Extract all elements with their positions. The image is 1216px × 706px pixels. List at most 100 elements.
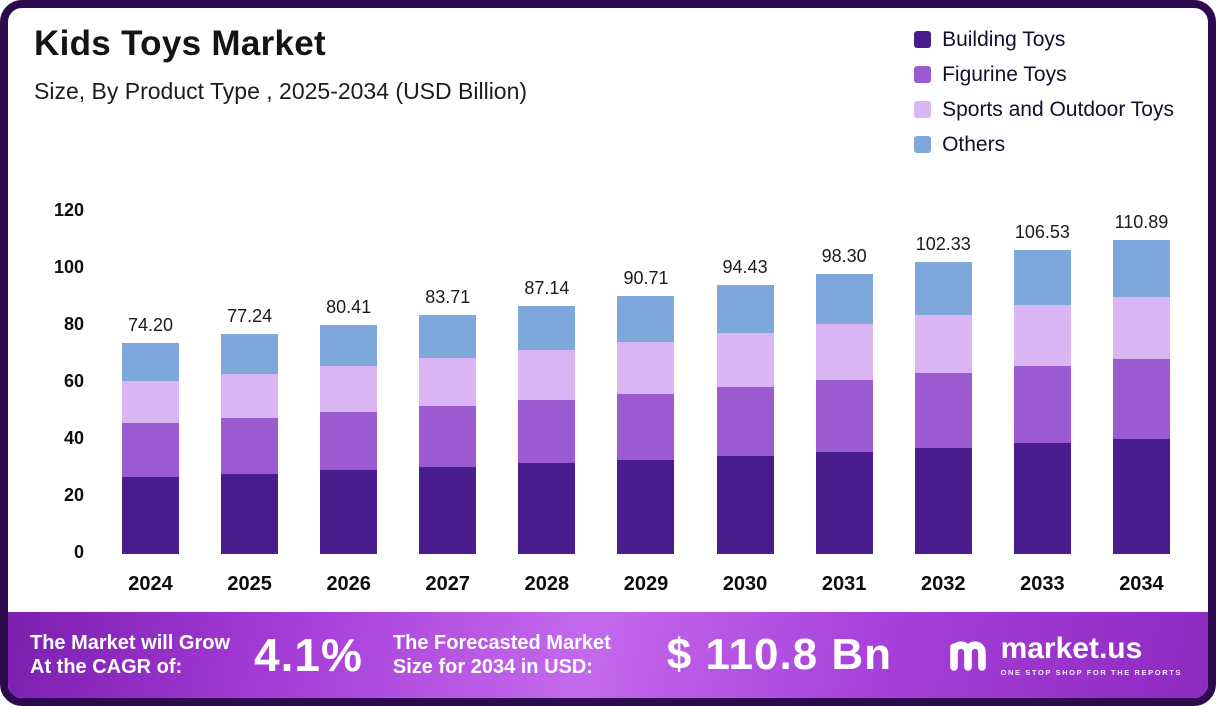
bar-segment-figurine-toys	[518, 400, 576, 464]
bar-segment-figurine-toys	[221, 417, 279, 474]
legend-label: Sports and Outdoor Toys	[942, 98, 1174, 121]
y-axis-tick-label: 60	[63, 371, 84, 391]
bar-total-label: 102.33	[915, 234, 971, 255]
x-axis-label: 2027	[425, 573, 471, 595]
legend-swatch-icon	[914, 66, 932, 83]
bar-segment-figurine-toys	[716, 387, 774, 456]
y-axis-tick-label: 40	[63, 428, 84, 448]
bar-total-label: 87.14	[524, 277, 570, 298]
bar-segment-others	[122, 342, 179, 381]
plot-area: 74.20 2024 77.24 2025 80.41 2026 83.71 2027 87.1…	[108, 212, 1184, 595]
bar-group-2027: 83.71 2027	[419, 212, 477, 595]
cagr-label: The Market will Grow At the CAGR of:	[30, 631, 230, 680]
bar-total-label: 98.30	[821, 245, 867, 266]
footer-banner: The Market will Grow At the CAGR of: 4.1…	[8, 612, 1208, 698]
bar-segment-building-toys	[419, 466, 477, 554]
bar-segment-sports-and-outdoor-toys	[221, 373, 279, 418]
bar-group-2030: 94.43 2030	[716, 212, 774, 595]
market-us-logo-icon	[945, 632, 991, 679]
bar-segment-building-toys	[122, 476, 179, 554]
bar-segment-sports-and-outdoor-toys	[815, 324, 873, 381]
legend-label: Figurine Toys	[942, 63, 1067, 86]
bar-total-label: 83.71	[425, 287, 471, 308]
cagr-label-line2: At the CAGR of:	[30, 656, 183, 678]
chart-subtitle: Size, By Product Type , 2025-2034 (USD B…	[34, 78, 528, 104]
bar-segment-figurine-toys	[122, 422, 179, 477]
x-axis-label: 2034	[1119, 573, 1164, 595]
bar-segment-others	[320, 324, 378, 367]
legend-swatch-icon	[914, 101, 932, 118]
bar-segment-sports-and-outdoor-toys	[914, 314, 972, 374]
bar-segment-sports-and-outdoor-toys	[1013, 305, 1071, 366]
bar-total-label: 74.20	[127, 314, 174, 335]
y-axis-tick-label: 120	[53, 200, 84, 220]
bar-segment-sports-and-outdoor-toys	[1112, 296, 1170, 360]
x-axis-label: 2024	[128, 573, 173, 595]
bar-total-label: 80.41	[326, 296, 372, 317]
bar-segment-others	[221, 333, 279, 374]
bar-segment-sports-and-outdoor-toys	[122, 380, 179, 423]
brand-name: market.us	[1000, 631, 1143, 665]
bar-segment-others	[1013, 250, 1071, 306]
bar-segment-sports-and-outdoor-toys	[716, 333, 774, 388]
forecast-value: $ 110.8 Bn	[666, 630, 893, 679]
bar-group-2034: 110.89 2034	[1112, 212, 1170, 595]
bar-group-2026: 80.41 2026	[320, 212, 378, 595]
bar-segment-figurine-toys	[914, 373, 972, 448]
y-axis-tick-label: 0	[73, 542, 84, 562]
bar-segment-sports-and-outdoor-toys	[419, 358, 477, 407]
bar-group-2024: 74.20 2024	[122, 212, 179, 595]
x-axis-label: 2032	[921, 573, 966, 595]
y-axis-tick-label: 20	[63, 485, 84, 505]
bar-segment-building-toys	[221, 473, 279, 554]
legend-item: Figurine Toys	[914, 63, 1174, 87]
bar-group-2032: 102.33 2032	[914, 212, 972, 595]
bar-segment-others	[518, 305, 576, 351]
bar-segment-others	[1112, 240, 1170, 297]
bar-group-2029: 90.71 2029	[617, 212, 675, 595]
bar-total-label: 94.43	[722, 256, 768, 277]
legend-swatch-icon	[914, 136, 932, 153]
page-title: Kids Toys Market	[34, 24, 327, 63]
x-axis-label: 2030	[722, 573, 768, 595]
y-axis-tick-label: 80	[63, 314, 84, 334]
bar-group-2031: 98.30 2031	[815, 212, 873, 595]
x-axis-label: 2028	[524, 573, 570, 595]
bar-segment-building-toys	[518, 463, 576, 554]
bar-segment-building-toys	[1013, 443, 1071, 554]
bar-segment-figurine-toys	[1013, 365, 1071, 444]
bar-segment-building-toys	[914, 447, 972, 554]
bar-segment-others	[617, 295, 675, 343]
bar-segment-others	[815, 273, 873, 325]
bar-group-2033: 106.53 2033	[1013, 212, 1071, 595]
y-axis: 0 20 40 60 80 100 120	[8, 200, 84, 562]
x-axis-label: 2026	[326, 573, 371, 595]
bar-segment-sports-and-outdoor-toys	[617, 342, 675, 394]
bar-segment-building-toys	[815, 451, 873, 554]
cagr-value: 4.1%	[254, 629, 363, 681]
bar-segment-figurine-toys	[419, 406, 477, 467]
bar-total-label: 90.71	[623, 267, 669, 288]
header: Kids Toys Market Size, By Product Type ,…	[8, 8, 1208, 168]
forecast-label: The Forecasted Market Size for 2034 in U…	[393, 631, 611, 680]
bar-segment-others	[419, 315, 477, 359]
x-axis-label: 2033	[1020, 573, 1065, 595]
bar-segment-figurine-toys	[617, 393, 675, 460]
bar-segment-building-toys	[1112, 439, 1170, 554]
x-axis-label: 2031	[821, 573, 867, 595]
legend-swatch-icon	[914, 31, 932, 48]
bar-segment-sports-and-outdoor-toys	[320, 366, 378, 412]
legend-label: Others	[942, 133, 1006, 156]
x-axis-label: 2029	[623, 573, 669, 595]
legend-item: Sports and Outdoor Toys	[914, 98, 1174, 122]
brand-logo: market.us ONE STOP SHOP FOR THE REPORTS	[945, 632, 1182, 679]
brand-text-block: market.us ONE STOP SHOP FOR THE REPORTS	[1000, 631, 1182, 677]
x-axis-label: 2025	[227, 573, 272, 595]
legend-item: Others	[914, 133, 1174, 157]
cagr-label-line1: The Market will Grow	[30, 631, 231, 654]
stacked-bar-chart: 0 20 40 60 80 100 120 74.20 2024 77.24 2025 80.41 2…	[8, 200, 1208, 595]
bar-segment-figurine-toys	[1112, 359, 1170, 440]
legend-item: Building Toys	[914, 28, 1174, 52]
title-block: Kids Toys Market Size, By Product Type ,…	[34, 24, 527, 105]
